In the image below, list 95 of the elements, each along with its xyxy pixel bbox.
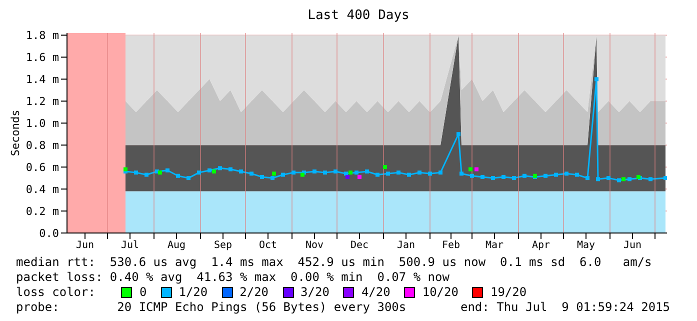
point xyxy=(386,172,390,176)
legend-label: 0 xyxy=(139,285,147,300)
point xyxy=(218,166,222,170)
point xyxy=(594,77,598,82)
point xyxy=(622,177,626,182)
point xyxy=(396,170,400,175)
point xyxy=(292,170,296,175)
y-tick-label: 1.0 m xyxy=(26,117,60,130)
text: median rtt: 530.6 us avg 1.4 ms max 452.9 us min 500.9 us now 0.1 ms sd 6.0 am/s xyxy=(16,255,653,270)
point xyxy=(260,174,264,179)
point xyxy=(354,170,358,175)
y-tick-label: 0.8 m xyxy=(26,138,60,152)
y-tick-label: 0.0 xyxy=(39,226,59,240)
point xyxy=(596,177,600,182)
point xyxy=(502,174,506,179)
point xyxy=(158,170,162,175)
x-tick-label: Sep xyxy=(214,240,232,252)
point xyxy=(470,174,474,178)
x-tick-label: Feb xyxy=(442,240,460,252)
x-tick-label: Jun xyxy=(76,240,94,252)
point xyxy=(166,168,170,172)
point xyxy=(617,178,621,182)
legend-label: 4/20 xyxy=(361,285,390,300)
x-tick-label: Apr xyxy=(532,240,550,252)
legend-title: loss color: xyxy=(16,285,96,300)
point xyxy=(228,167,232,172)
point xyxy=(407,172,411,177)
point xyxy=(664,176,667,180)
point xyxy=(460,172,464,176)
x-tick-label: Oct xyxy=(258,240,278,252)
x-tick-label: May xyxy=(576,240,596,252)
point xyxy=(281,172,285,177)
point xyxy=(474,167,478,172)
point xyxy=(323,170,327,175)
point xyxy=(365,169,369,174)
point xyxy=(272,172,276,176)
y-tick-label: 0.2 m xyxy=(26,204,60,218)
point xyxy=(344,172,348,176)
y-tick-label: 1.8 m xyxy=(26,29,60,42)
point xyxy=(491,176,495,180)
point xyxy=(428,172,432,176)
point xyxy=(134,170,138,175)
point xyxy=(383,165,387,170)
legend-label: 2/20 xyxy=(240,285,269,300)
point xyxy=(144,172,148,177)
y-axis-title: Seconds xyxy=(8,110,22,156)
point xyxy=(564,172,568,176)
point xyxy=(456,132,460,136)
point xyxy=(346,174,350,179)
y-tick-label: 0.4 m xyxy=(26,182,60,196)
point xyxy=(480,174,484,179)
point xyxy=(586,176,590,180)
point xyxy=(270,176,274,180)
point xyxy=(554,172,558,177)
x-tick-label: Jul xyxy=(120,240,140,252)
x-tick-label: Jun xyxy=(623,240,642,252)
point xyxy=(575,172,579,177)
point xyxy=(348,170,352,175)
point xyxy=(418,170,422,175)
legend-label: 1/20 xyxy=(178,285,208,300)
point xyxy=(468,167,472,172)
x-tick-label: Dec xyxy=(350,240,369,252)
point xyxy=(212,169,216,174)
y-tick-label: 1.4 m xyxy=(26,73,60,86)
point xyxy=(512,176,516,180)
y-tick-label: 1.6 m xyxy=(26,51,60,64)
legend-label: 3/20 xyxy=(300,285,330,300)
point xyxy=(628,177,632,182)
point xyxy=(197,170,201,175)
point xyxy=(358,174,362,179)
point xyxy=(176,174,180,178)
point xyxy=(312,169,316,174)
chart-title: Last 400 Days xyxy=(306,8,410,23)
point xyxy=(606,176,610,180)
x-tick-label: Aug xyxy=(167,240,186,252)
point xyxy=(250,172,254,176)
y-tick-label: 1.2 m xyxy=(26,95,60,108)
text: end: Thu Jul 9 01:59:24 2015 xyxy=(460,300,670,315)
point xyxy=(648,177,652,182)
point xyxy=(186,176,190,180)
point xyxy=(208,168,212,172)
point xyxy=(438,170,442,175)
x-tick-label: Jan xyxy=(396,240,416,252)
point xyxy=(376,172,380,177)
point xyxy=(544,174,548,178)
point xyxy=(522,174,526,178)
point xyxy=(239,169,243,174)
text: packet loss: 0.40 % avg 41.63 % max 0.00 % min 0.07 % now xyxy=(16,270,450,285)
legend-label: 10/20 xyxy=(422,285,458,300)
y-tick-label: 0.6 m xyxy=(26,160,60,174)
x-tick-label: Nov xyxy=(305,240,324,252)
text: probe: 20 ICMP Echo Pings (56 Bytes) every 300s xyxy=(16,300,406,315)
x-tick-label: Mar xyxy=(485,240,504,252)
point xyxy=(334,169,338,174)
legend-label: 19/20 xyxy=(490,285,527,300)
